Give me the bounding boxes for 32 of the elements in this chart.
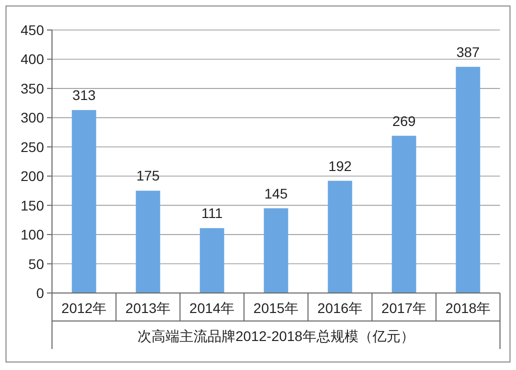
data-label: 145	[264, 185, 288, 202]
y-tick-label: 200	[20, 168, 44, 184]
data-label: 192	[328, 158, 352, 174]
x-tick-label: 2016年	[317, 300, 363, 316]
x-tick-label: 2013年	[125, 300, 171, 316]
data-label: 269	[392, 112, 416, 129]
y-tick-label: 300	[20, 110, 44, 126]
bar	[72, 110, 96, 293]
bar	[328, 180, 352, 293]
data-label: 313	[72, 87, 96, 104]
bar	[200, 228, 224, 293]
x-tick-label: 2018年	[445, 300, 491, 316]
y-tick-label: 450	[20, 22, 44, 38]
y-tick-label: 0	[36, 285, 44, 301]
data-label: 175	[136, 168, 160, 184]
bar	[264, 208, 288, 293]
data-label: 111	[201, 205, 223, 222]
x-tick-label: 2015年	[253, 300, 299, 316]
x-tick-label: 2017年	[381, 300, 427, 316]
bar	[456, 66, 480, 293]
bar	[392, 136, 416, 293]
x-tick-label: 2014年	[189, 300, 235, 316]
y-tick-label: 350	[20, 80, 44, 96]
text: 次高端主流品牌2012-2018年总规模（亿元）	[138, 328, 414, 344]
y-tick-label: 100	[20, 226, 44, 243]
y-tick-label: 150	[20, 197, 44, 214]
y-tick-label: 250	[20, 138, 44, 155]
bar	[136, 190, 160, 293]
y-tick-label: 50	[28, 256, 44, 272]
x-tick-label: 2012年	[61, 300, 107, 316]
y-tick-label: 400	[20, 51, 44, 68]
data-label: 387	[456, 44, 480, 60]
